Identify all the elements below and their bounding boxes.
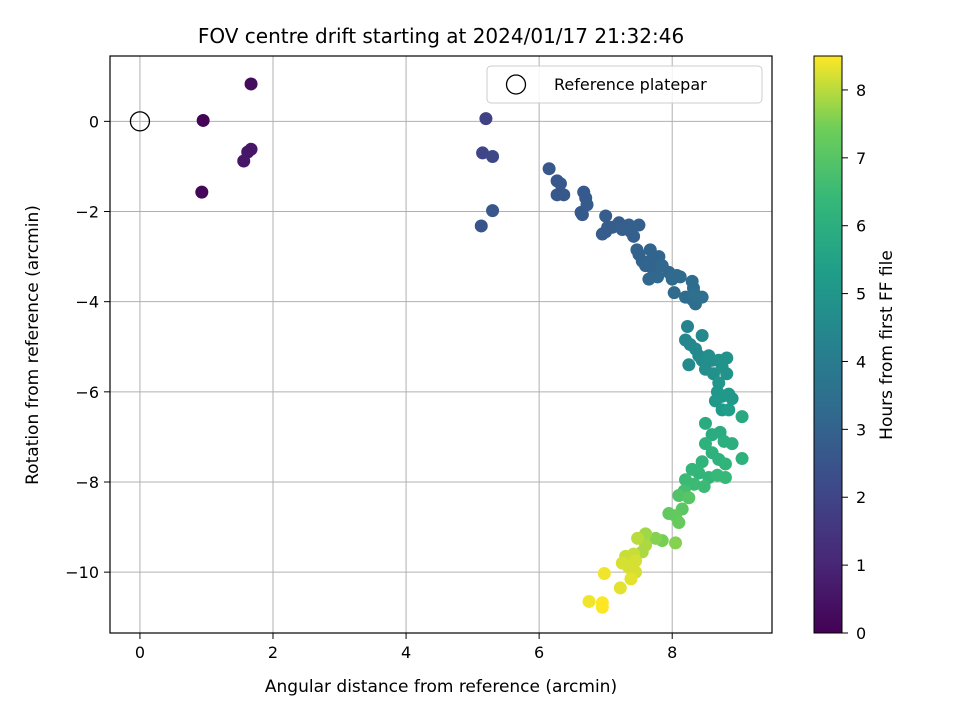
data-point (720, 367, 734, 381)
colorbar-tick-label: 4 (856, 352, 866, 371)
data-point (486, 204, 500, 218)
colorbar-tick-label: 1 (856, 556, 866, 575)
data-point (725, 392, 739, 406)
colorbar-label: Hours from first FF file (877, 250, 897, 440)
data-point (695, 328, 709, 342)
data-point (632, 218, 646, 232)
plot-frame (109, 55, 773, 634)
colorbar: 0 1 2 3 4 5 6 7 8 Hours from first FF file (813, 55, 897, 643)
data-point (698, 416, 712, 430)
data-point (542, 162, 556, 176)
data-point (718, 470, 732, 484)
data-point (698, 437, 712, 451)
data-point (195, 185, 209, 199)
data-point (673, 270, 687, 284)
data-point (667, 286, 681, 300)
data-points (129, 77, 749, 614)
colorbar-tick-label: 0 (856, 624, 866, 643)
x-tick-label: 2 (268, 643, 278, 662)
x-tick-label: 0 (135, 643, 145, 662)
data-point (687, 477, 701, 491)
colorbar-gradient (813, 55, 843, 634)
reference-platepar-point (129, 111, 151, 132)
data-point (557, 188, 571, 202)
legend-marker (505, 74, 527, 95)
data-point (722, 403, 736, 417)
x-tick-label: 4 (401, 643, 411, 662)
data-point (718, 457, 732, 471)
legend-box (486, 65, 763, 104)
y-tick-label: −2 (75, 203, 99, 222)
legend: Reference platepar (486, 65, 763, 104)
colorbar-tick-label: 7 (856, 149, 866, 168)
data-point (651, 270, 665, 284)
legend-entry-reference-platepar: Reference platepar (554, 75, 707, 94)
data-point (595, 600, 609, 614)
data-point (196, 113, 210, 127)
colorbar-tick-label: 2 (856, 488, 866, 507)
data-point (708, 394, 722, 408)
data-point (476, 146, 490, 160)
data-point (599, 225, 613, 239)
x-tick-label: 8 (667, 643, 677, 662)
y-tick-label: −10 (65, 563, 99, 582)
data-point (720, 351, 734, 365)
data-point (629, 554, 643, 568)
chart-title: FOV centre drift starting at 2024/01/17 … (198, 24, 684, 48)
data-point (244, 77, 258, 91)
colorbar-tick-label: 6 (856, 217, 866, 236)
x-axis-ticks: 0 2 4 6 8 (135, 633, 677, 662)
data-point (599, 209, 613, 223)
data-point (479, 112, 493, 126)
data-point (725, 437, 739, 451)
y-tick-label: −4 (75, 293, 99, 312)
grid-lines (110, 56, 772, 633)
data-point (582, 594, 596, 608)
data-point (697, 479, 711, 493)
y-tick-label: −8 (75, 473, 99, 492)
data-point (735, 452, 749, 466)
colorbar-tick-label: 8 (856, 81, 866, 100)
data-point (681, 319, 695, 333)
data-point (695, 455, 709, 469)
y-tick-label: 0 (89, 112, 99, 131)
data-point (672, 489, 686, 503)
data-point (682, 358, 696, 372)
y-axis-label: Rotation from reference (arcmin) (23, 205, 43, 485)
data-point (672, 516, 686, 530)
colorbar-tick-label: 5 (856, 285, 866, 304)
data-point (631, 531, 645, 545)
data-point (695, 290, 709, 304)
y-axis-ticks: 0 −2 −4 −6 −8 −10 (65, 112, 110, 582)
data-point (649, 531, 663, 545)
x-axis-label: Angular distance from reference (arcmin) (265, 677, 617, 697)
data-point (237, 154, 251, 168)
data-point (624, 572, 638, 586)
colorbar-ticks: 0 1 2 3 4 5 6 7 8 (842, 81, 866, 643)
data-point (669, 536, 683, 550)
data-point (692, 466, 706, 480)
data-point (627, 229, 641, 243)
data-point (735, 410, 749, 424)
data-point (613, 581, 627, 595)
data-point (553, 177, 567, 191)
data-point (575, 208, 589, 222)
colorbar-tick-label: 3 (856, 420, 866, 439)
data-point (662, 507, 676, 521)
data-point (474, 219, 488, 233)
x-tick-label: 6 (534, 643, 544, 662)
data-point (682, 491, 696, 505)
data-point (486, 150, 500, 164)
data-point (597, 566, 611, 580)
y-tick-label: −6 (75, 383, 99, 402)
